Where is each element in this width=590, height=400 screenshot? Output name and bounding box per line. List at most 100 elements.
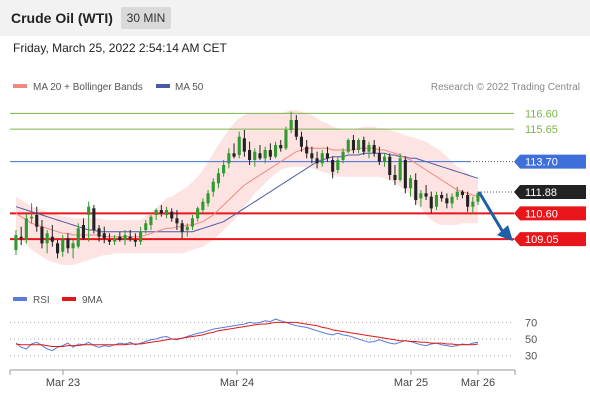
candle xyxy=(325,146,329,162)
candle-body xyxy=(71,243,75,249)
candle xyxy=(299,131,303,152)
candle-body xyxy=(185,226,189,230)
candle-body xyxy=(107,240,111,242)
level-label-111.88: 111.88 xyxy=(525,187,557,199)
candle-body xyxy=(367,145,371,152)
candle xyxy=(123,230,127,245)
candle xyxy=(201,198,205,214)
rsi-legend-swatch xyxy=(13,297,27,301)
candle-body xyxy=(206,193,210,204)
candle xyxy=(216,168,220,189)
candle xyxy=(445,193,449,209)
candle xyxy=(133,233,137,247)
candle xyxy=(118,231,122,242)
level-tag-111.88 xyxy=(514,185,586,199)
candle-body xyxy=(56,243,60,254)
rsi-ma-legend-swatch xyxy=(62,297,76,301)
candle xyxy=(76,223,80,249)
rsi-tick-label-70: 70 xyxy=(525,317,537,329)
candle xyxy=(284,126,288,150)
candle xyxy=(253,148,257,167)
level-tag-110.60 xyxy=(514,206,586,221)
candle xyxy=(222,160,226,177)
candle-body xyxy=(50,236,54,242)
candle-body xyxy=(242,138,246,152)
candle xyxy=(211,178,215,197)
candle-body xyxy=(248,150,252,160)
candle xyxy=(377,146,381,165)
candle xyxy=(128,230,132,242)
candle-body xyxy=(398,158,402,180)
candle xyxy=(50,225,54,247)
candle-body xyxy=(180,223,184,232)
candle-body xyxy=(87,206,91,215)
candle-body xyxy=(403,160,407,189)
candle-body xyxy=(351,140,355,150)
ma20-legend-label: MA 20 + Bollinger Bands xyxy=(33,82,143,93)
candle-body xyxy=(102,233,106,239)
candle-body xyxy=(299,136,303,147)
candle xyxy=(107,233,111,245)
candle xyxy=(409,175,413,197)
candle xyxy=(466,191,470,212)
candle xyxy=(393,165,397,185)
ma20-line xyxy=(15,147,479,238)
candle-body xyxy=(81,225,85,239)
level-label-116.60: 116.60 xyxy=(525,108,558,120)
candle xyxy=(180,220,184,239)
candle xyxy=(403,156,407,194)
candle xyxy=(383,153,387,167)
candle xyxy=(367,141,371,159)
candle-body xyxy=(310,153,314,159)
candle xyxy=(159,205,163,217)
candle-body xyxy=(455,191,459,197)
forecast-arrow-head xyxy=(497,225,513,242)
x-tick-label-Mar-23: Mar 23 xyxy=(46,377,80,389)
candle-body xyxy=(268,150,272,157)
candle xyxy=(185,223,189,237)
candle-body xyxy=(460,191,464,195)
candle xyxy=(190,215,194,230)
candle-body xyxy=(476,193,480,202)
candle xyxy=(45,230,49,254)
candle xyxy=(310,146,314,164)
candle-body xyxy=(165,210,169,215)
forecast-arrow-shaft xyxy=(477,191,505,233)
candle xyxy=(87,201,91,242)
rsi-ma-legend-label: 9MA xyxy=(82,295,103,306)
x-tick-label-Mar-26: Mar 26 xyxy=(461,377,495,389)
level-tag-109.05 xyxy=(514,232,586,247)
rsi-ma-line xyxy=(15,321,479,347)
candle xyxy=(248,141,252,165)
candle-body xyxy=(97,228,101,237)
candle-body xyxy=(424,193,428,197)
candle xyxy=(268,143,272,160)
candle xyxy=(66,233,70,254)
candle-body xyxy=(154,210,158,215)
candle xyxy=(450,193,454,209)
candle-body xyxy=(320,153,324,164)
candle xyxy=(81,218,85,240)
candle xyxy=(294,115,298,140)
candle xyxy=(30,203,34,224)
timeframe-badge[interactable]: 30 MIN xyxy=(121,7,171,29)
candle xyxy=(24,213,28,244)
candle-body xyxy=(284,130,288,149)
candle-body xyxy=(372,145,376,154)
candle-body xyxy=(14,235,18,250)
candle-body xyxy=(201,201,205,210)
candle xyxy=(372,140,376,157)
candle-body xyxy=(315,158,319,164)
candle xyxy=(258,145,262,160)
candle-body xyxy=(377,153,381,162)
candle-body xyxy=(294,120,298,137)
candle xyxy=(139,226,143,245)
candle-body xyxy=(118,236,122,240)
candle-body xyxy=(393,175,397,180)
candle-body xyxy=(429,196,433,209)
timestamp: Friday, March 25, 2022 2:54:14 AM CET xyxy=(13,41,227,55)
candle xyxy=(237,131,241,159)
candle xyxy=(362,136,366,155)
